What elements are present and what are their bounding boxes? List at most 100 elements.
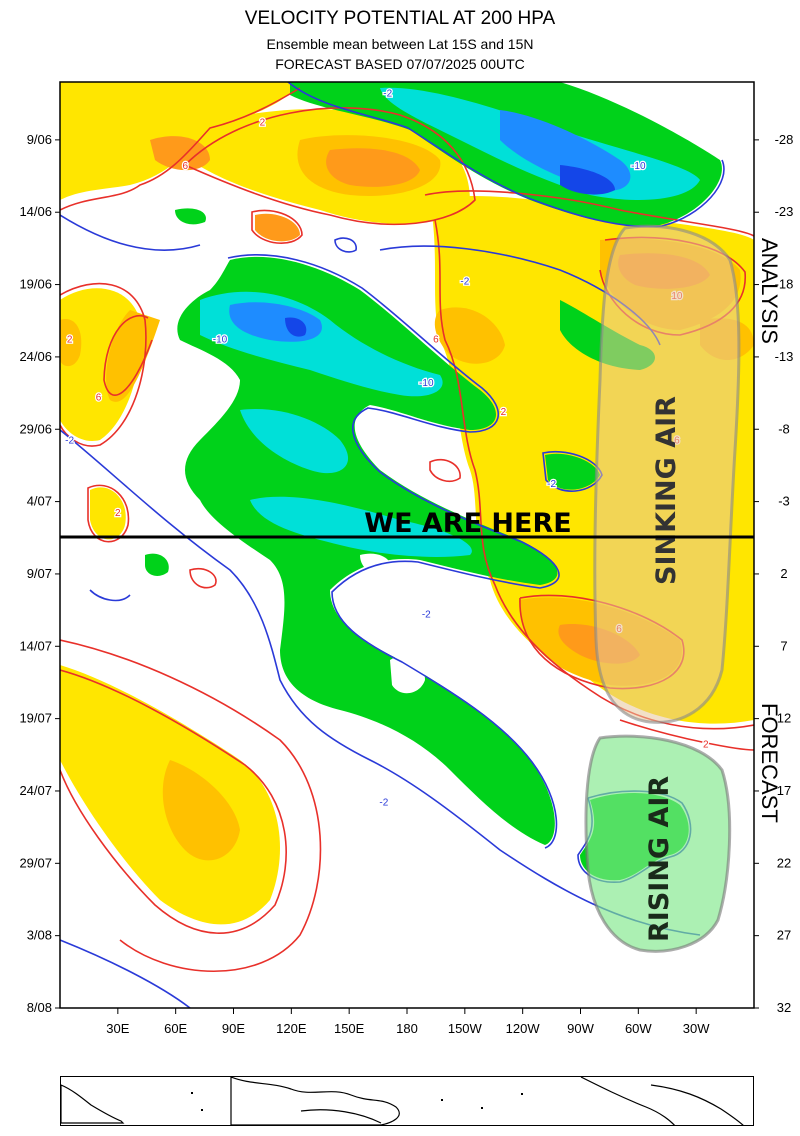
fill-neg2-low [250,496,472,557]
contour-value-label: 2 [67,334,73,345]
indian-ocean-isles [191,1092,203,1111]
y-tick-label-right: 2 [780,566,787,581]
africa-coast [61,1084,125,1124]
y-tick-label-right: -3 [778,494,790,509]
chart-title: VELOCITY POTENTIAL AT 200 HPA [244,8,556,29]
fill-neg4-b [285,317,307,337]
contour-value-label: 6 [183,161,189,172]
y-tick-label: 14/07 [19,638,52,653]
contour-value-label: -2 [422,609,431,620]
contour-value-label: -2 [379,797,388,808]
x-tick-label: 30E [106,1021,129,1036]
contour-neg-2 [227,254,560,849]
y-tick-label-right: 22 [777,855,791,870]
sinking-air-outline [593,224,741,724]
contour-value-label: -10 [213,334,228,345]
y-tick-label: 24/07 [19,783,52,798]
y-tick-label: 19/07 [19,711,52,726]
fill-pos2-f [434,307,505,364]
contour-pos-6 [60,639,322,972]
contour-value-label: -2 [547,479,556,490]
maritime-continent [230,1077,400,1125]
south-america [650,1084,744,1125]
y-tick-label-right: -13 [775,349,794,364]
americas-coast [580,1077,676,1125]
chart-subtitle: Ensemble mean between Lat 15S and 15N [266,36,534,52]
negative-core-fills [285,165,615,337]
y-tick-label-right: 12 [777,711,791,726]
hole-a [390,656,425,694]
contour-neg-10 [334,237,357,253]
fill-pos2-h [60,319,82,367]
contour-pos-8 [87,484,130,543]
contour-value-label: -2 [383,88,392,99]
x-tick-label: 90W [567,1021,594,1036]
contour-pos-7 [60,282,147,447]
contour-value-label: -2 [65,436,74,447]
contour-pos-5 [60,669,287,934]
contour-value-label: -10 [631,161,646,172]
contour-value-label: 2 [260,117,266,128]
australia [300,1109,382,1124]
contour-neg-5 [60,939,191,1008]
y-tick-label-right: -23 [775,204,794,219]
fill-neg2-mid [240,409,349,474]
x-tick-label: 30W [683,1021,710,1036]
rising-air-outline [584,734,732,953]
sinking-air-region: SINKING AIR [593,224,741,724]
region-minimap [60,1076,754,1126]
x-tick-label: 150W [448,1021,483,1036]
y-axis-left: 9/06 14/06 19/06 24/06 29/06 4/07 9/07 14/07 19/… [19,132,60,1015]
fill-neg3-top [500,110,631,191]
y-tick-label-right: -28 [775,132,794,147]
x-tick-label: 120E [276,1021,307,1036]
contour-value-label: -2 [460,277,469,288]
contour-neg-9 [89,589,131,602]
rising-air-region: RISING AIR [584,734,732,953]
contour-pos-1 [60,87,301,211]
contour-pos-12 [103,315,153,396]
coastlines [61,1077,744,1125]
coastline-map [61,1077,744,1125]
fill-pos3-a [326,148,420,187]
y-tick-label-right: 27 [777,928,791,943]
fill-pos3-d [255,213,300,242]
contour-value-label: 2 [115,508,121,519]
contour-value-label: 6 [433,334,439,345]
y-tick-label: 9/07 [27,566,52,581]
y-tick-label-right: 32 [777,1000,791,1015]
y-tick-label: 3/08 [27,928,52,943]
contour-pos-2 [184,107,476,226]
forecast-label: FORECAST [757,703,782,823]
contour-pos-14 [429,458,461,482]
y-tick-label: 8/08 [27,1000,52,1015]
fill-neg4-a [560,165,615,195]
x-tick-label: 150E [334,1021,365,1036]
x-tick-label: 120W [506,1021,541,1036]
contour-pos-3 [424,190,754,237]
x-tick-label: 180 [396,1021,418,1036]
contour-pos-11 [619,719,754,751]
x-axis: 30E 60E 90E 120E 150E 180 150W 120W 90W 60W 30W [106,1008,710,1036]
fill-neg-small [545,453,600,490]
x-tick-label: 60W [625,1021,652,1036]
rising-air-label: RISING AIR [644,776,675,942]
forecast-base-line: FORECAST BASED 07/07/2025 00UTC [275,56,525,72]
x-tick-label: 90E [222,1021,245,1036]
x-tick-label: 60E [164,1021,187,1036]
hovmoller-chart: -2-2-10-10-10-2-2-2-2222226666610 SINKIN… [19,81,794,1036]
y-tick-label: 4/07 [27,494,52,509]
y-tick-label-right: 7 [780,638,787,653]
y-tick-label-right: -18 [775,277,794,292]
contour-pos-15 [189,567,217,589]
contour-value-label: 6 [96,392,102,403]
analysis-label: ANALYSIS [757,238,782,344]
y-tick-label: 9/06 [27,132,52,147]
fill-pos2-e [162,760,240,861]
contour-value-label: 2 [703,740,709,751]
contour-pos-13 [251,209,303,245]
pacific-isles [441,1093,523,1109]
y-tick-label-right: -8 [778,421,790,436]
y-tick-label-right: 17 [777,783,791,798]
y-tick-label: 24/06 [19,349,52,364]
